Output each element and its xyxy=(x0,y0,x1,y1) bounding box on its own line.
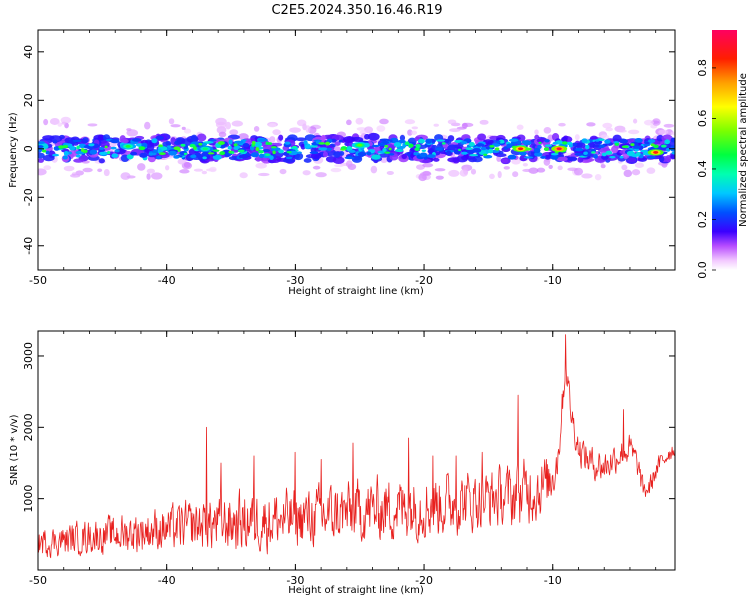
snr-panel: -50 -40 -30 -20 -10 1000 2000 3000 Height of s… xyxy=(9,330,676,596)
colorbar-tick-label: 0.4 xyxy=(696,160,709,178)
snr-x-ticks: -50 -40 -30 -20 -10 xyxy=(29,331,657,587)
spectrogram-heatmap xyxy=(38,116,675,182)
spectrogram-x-tick-label: -50 xyxy=(29,274,47,287)
spectrogram-x-label: Height of straight line (km) xyxy=(288,286,424,297)
spectrogram-y-tick-label: 20 xyxy=(22,93,35,107)
spectrogram-y-tick-label: 40 xyxy=(22,45,35,59)
snr-y-tick-label: 1000 xyxy=(22,485,35,513)
spectrogram-x-tick-label: -10 xyxy=(544,274,562,287)
colorbar: 0.0 0.2 0.4 0.6 0.8 Normalized spectral ampl… xyxy=(696,30,749,279)
colorbar-ticks: 0.0 0.2 0.4 0.6 0.8 xyxy=(696,59,716,279)
spectrogram-y-tick-label: -40 xyxy=(22,237,35,255)
colorbar-tick-label: 0.6 xyxy=(696,110,709,128)
spectrogram-panel: -50 -40 -30 -20 -10 -40 -20 0 20 40 Height of st… xyxy=(8,29,676,297)
snr-series-line xyxy=(38,334,675,559)
snr-x-tick-label: -50 xyxy=(29,574,47,587)
snr-y-ticks: 1000 2000 3000 xyxy=(22,342,675,513)
snr-x-tick-label: -10 xyxy=(544,574,562,587)
snr-x-tick-label: -40 xyxy=(158,574,176,587)
spectrogram-x-ticks: -50 -40 -30 -20 -10 xyxy=(29,30,657,287)
spectrogram-frame xyxy=(37,29,676,271)
spectrogram-x-tick-label: -20 xyxy=(415,274,433,287)
colorbar-tick-label: 0.8 xyxy=(696,59,709,77)
colorbar-tick-label: 0.0 xyxy=(696,261,709,279)
snr-y-label: SNR (10 * v/v) xyxy=(9,414,20,485)
snr-y-tick-label: 3000 xyxy=(22,342,35,370)
spectrogram-y-ticks: -40 -20 0 20 40 xyxy=(22,45,675,255)
spectrogram-y-tick-label: -20 xyxy=(22,188,35,206)
colorbar-label: Normalized spectral amplitude xyxy=(738,73,749,227)
snr-x-label: Height of straight line (km) xyxy=(288,585,424,596)
snr-frame xyxy=(37,330,676,571)
colorbar-gradient xyxy=(712,30,737,270)
spectrogram-x-tick-label: -40 xyxy=(158,274,176,287)
snr-plot-background xyxy=(38,331,675,570)
chart-title: C2E5.2024.350.16.46.R19 xyxy=(271,3,442,18)
spectrogram-x-tick-label: -30 xyxy=(286,274,304,287)
spectrogram-y-label: Frequency (Hz) xyxy=(8,112,19,188)
colorbar-tick-label: 0.2 xyxy=(696,211,709,229)
spectrogram-y-tick-label: 0 xyxy=(22,145,35,152)
snr-y-tick-label: 2000 xyxy=(22,413,35,441)
snr-x-tick-label: -30 xyxy=(286,574,304,587)
snr-x-tick-label: -20 xyxy=(415,574,433,587)
